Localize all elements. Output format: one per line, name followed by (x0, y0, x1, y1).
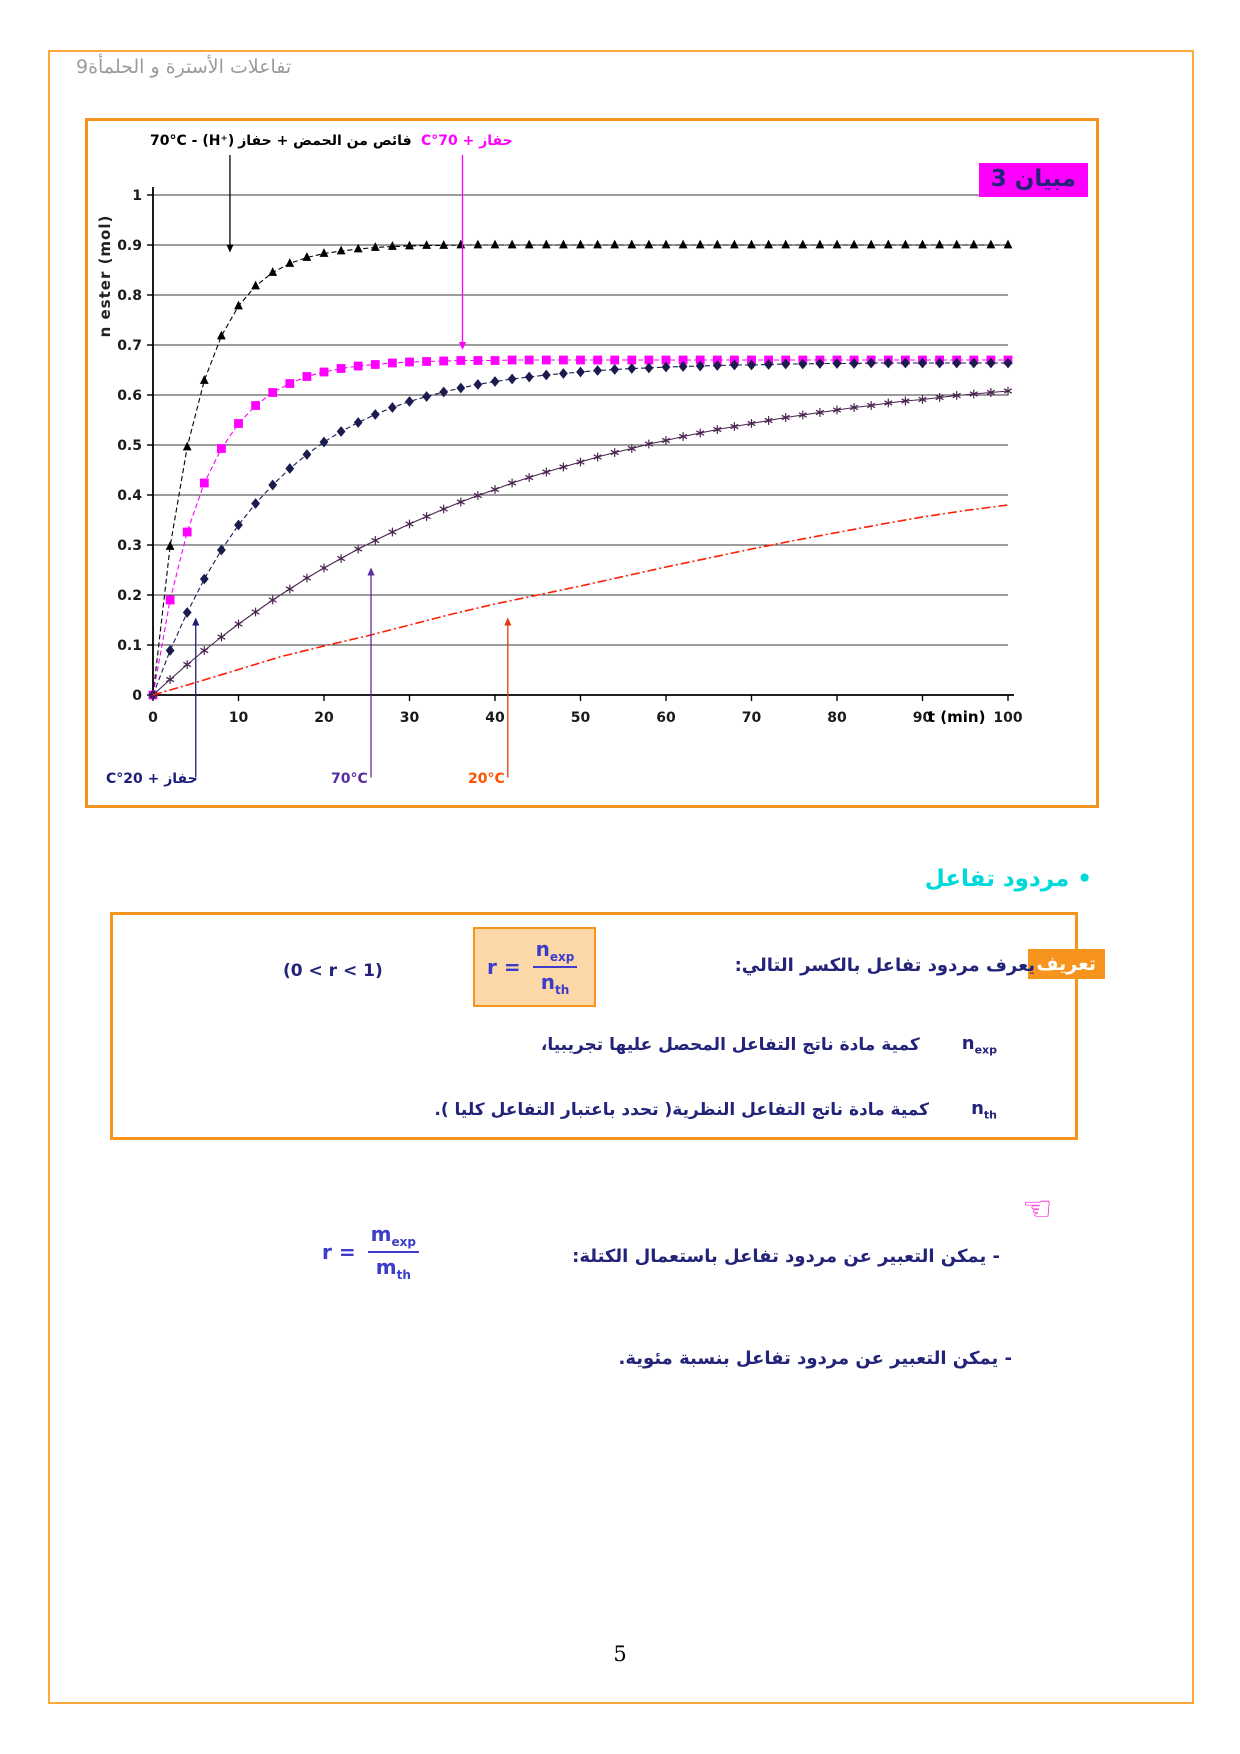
yield-formula-mass: r = mexp mth (322, 1222, 424, 1282)
chart-label-catalyst-70: حفاز + 70°C (421, 133, 513, 149)
x-tick-label: 40 (485, 710, 505, 726)
y-tick-label: 0.4 (117, 488, 142, 504)
formula-equals: = (338, 1240, 356, 1264)
nexp-symbol: nexp (961, 1033, 997, 1057)
definition-box: تعريف يعرف مردود تفاعل بالكسر التالي: r … (110, 912, 1105, 1140)
series-acid-70 (148, 239, 1013, 699)
x-tick-label: 70 (742, 710, 762, 726)
nexp-definition-text: كمية مادة ناتج التفاعل المحصل عليها تجري… (540, 1034, 920, 1055)
x-tick-label: 50 (571, 710, 591, 726)
y-tick-label: 0.9 (117, 238, 142, 254)
y-tick-label: 0.8 (117, 288, 142, 304)
formula-lhs: r (322, 1240, 332, 1264)
x-tick-label: 0 (148, 710, 158, 726)
arrow-to-cat-20 (192, 617, 200, 778)
x-tick-label: 10 (229, 710, 249, 726)
y-axis-title: n ester (mol) (96, 214, 114, 338)
ester-curves-plot: 00.10.20.30.40.50.60.70.80.910 10 20 30 40 50… (117, 155, 1023, 778)
x-tick-label: 100 (993, 710, 1022, 726)
nth-definition-row: nth كمية مادة ناتج التفاعل النظرية( تحدد… (434, 1098, 997, 1122)
x-tick-label: 30 (400, 710, 420, 726)
y-tick-label: 0.7 (117, 338, 142, 354)
chart-label-excess-acid: 70°C - (H⁺) فائص من الحمض + حفاز (150, 133, 412, 149)
series-cat-20 (148, 357, 1013, 701)
y-tick-label: 0.2 (117, 588, 142, 604)
nexp-definition-row: nexp كمية مادة ناتج التفاعل المحصل عليها… (541, 1033, 997, 1057)
definition-intro-text: يعرف مردود تفاعل بالكسر التالي: (734, 955, 1035, 976)
formula-numerator: mexp (370, 1222, 416, 1249)
x-tick-label: 20 (314, 710, 334, 726)
y-tick-label: 0.5 (117, 438, 142, 454)
formula-denominator: nth (532, 966, 578, 997)
chart-label-catalyst-20: حفاز + 20°C (106, 771, 198, 787)
y-tick-label: 0.6 (117, 388, 142, 404)
arrow-to-cat-70 (458, 155, 467, 350)
y-tick-label: 1 (132, 188, 142, 204)
kinetics-chart-box: 0 0.1 0.2 0.3 0.4 0.5 0.6 0.7 0.8 0.9 1 0 10 20 30 40 50… (85, 118, 1099, 808)
yield-formula-mol: r = nexp nth (487, 937, 582, 997)
chart-label-70: 70°C (331, 771, 368, 787)
y-tick-label: 0.1 (117, 638, 142, 654)
series-no-cat-70 (148, 386, 1013, 700)
page-number: 5 (613, 1642, 627, 1666)
yield-domain: (0 < r < 1) (283, 961, 383, 981)
chart-label-excess-acid-temp: 70°C - (H⁺) (150, 133, 235, 149)
pointing-hand-icon: ☜ (1022, 1189, 1053, 1229)
chart-label-excess-acid-text: فائص من الحمض + حفاز (238, 133, 412, 149)
series-no-cat-20 (152, 504, 1009, 696)
arrow-to-no-cat-20 (504, 617, 512, 778)
nth-symbol: nth (971, 1098, 997, 1122)
chart-number-badge: مبيان 3 (978, 163, 1088, 197)
formula-fraction: mexp mth (363, 1222, 424, 1282)
note-mass-text: - يمكن التعبير عن مردود تفاعل باستعمال ا… (572, 1246, 1000, 1267)
page-border (48, 50, 1194, 1704)
definition-tag: تعريف (1027, 949, 1105, 979)
y-tick-label: 0 (132, 688, 142, 704)
nth-definition-text: كمية مادة ناتج التفاعل النظرية( تحدد باع… (434, 1099, 930, 1120)
series-cat-70 (148, 355, 1013, 700)
x-tick-label: 90 (913, 710, 933, 726)
formula-denominator: mth (367, 1251, 419, 1282)
x-tick-label: 80 (827, 710, 847, 726)
x-tick-label: 60 (656, 710, 676, 726)
formula-equals: = (503, 955, 521, 979)
note-percent-text: - يمكن التعبير عن مردود تفاعل بنسبة مئوي… (618, 1348, 1012, 1369)
formula-lhs: r (487, 955, 497, 979)
formula-fraction: nexp nth (528, 937, 583, 997)
x-axis-title: t (min) (928, 708, 986, 726)
yield-formula-box: r = nexp nth (473, 927, 597, 1007)
y-tick-label: 0.3 (117, 538, 142, 554)
arrow-to-no-cat-70 (367, 567, 375, 778)
section-heading-yield: • مردود تفاعل (924, 866, 1092, 892)
document-header-title: تفاعلات الأسترة و الحلمأة9 (76, 56, 292, 78)
chart-label-20: 20°C (468, 771, 505, 787)
arrow-to-acid-70 (226, 155, 234, 253)
formula-numerator: nexp (535, 937, 575, 964)
